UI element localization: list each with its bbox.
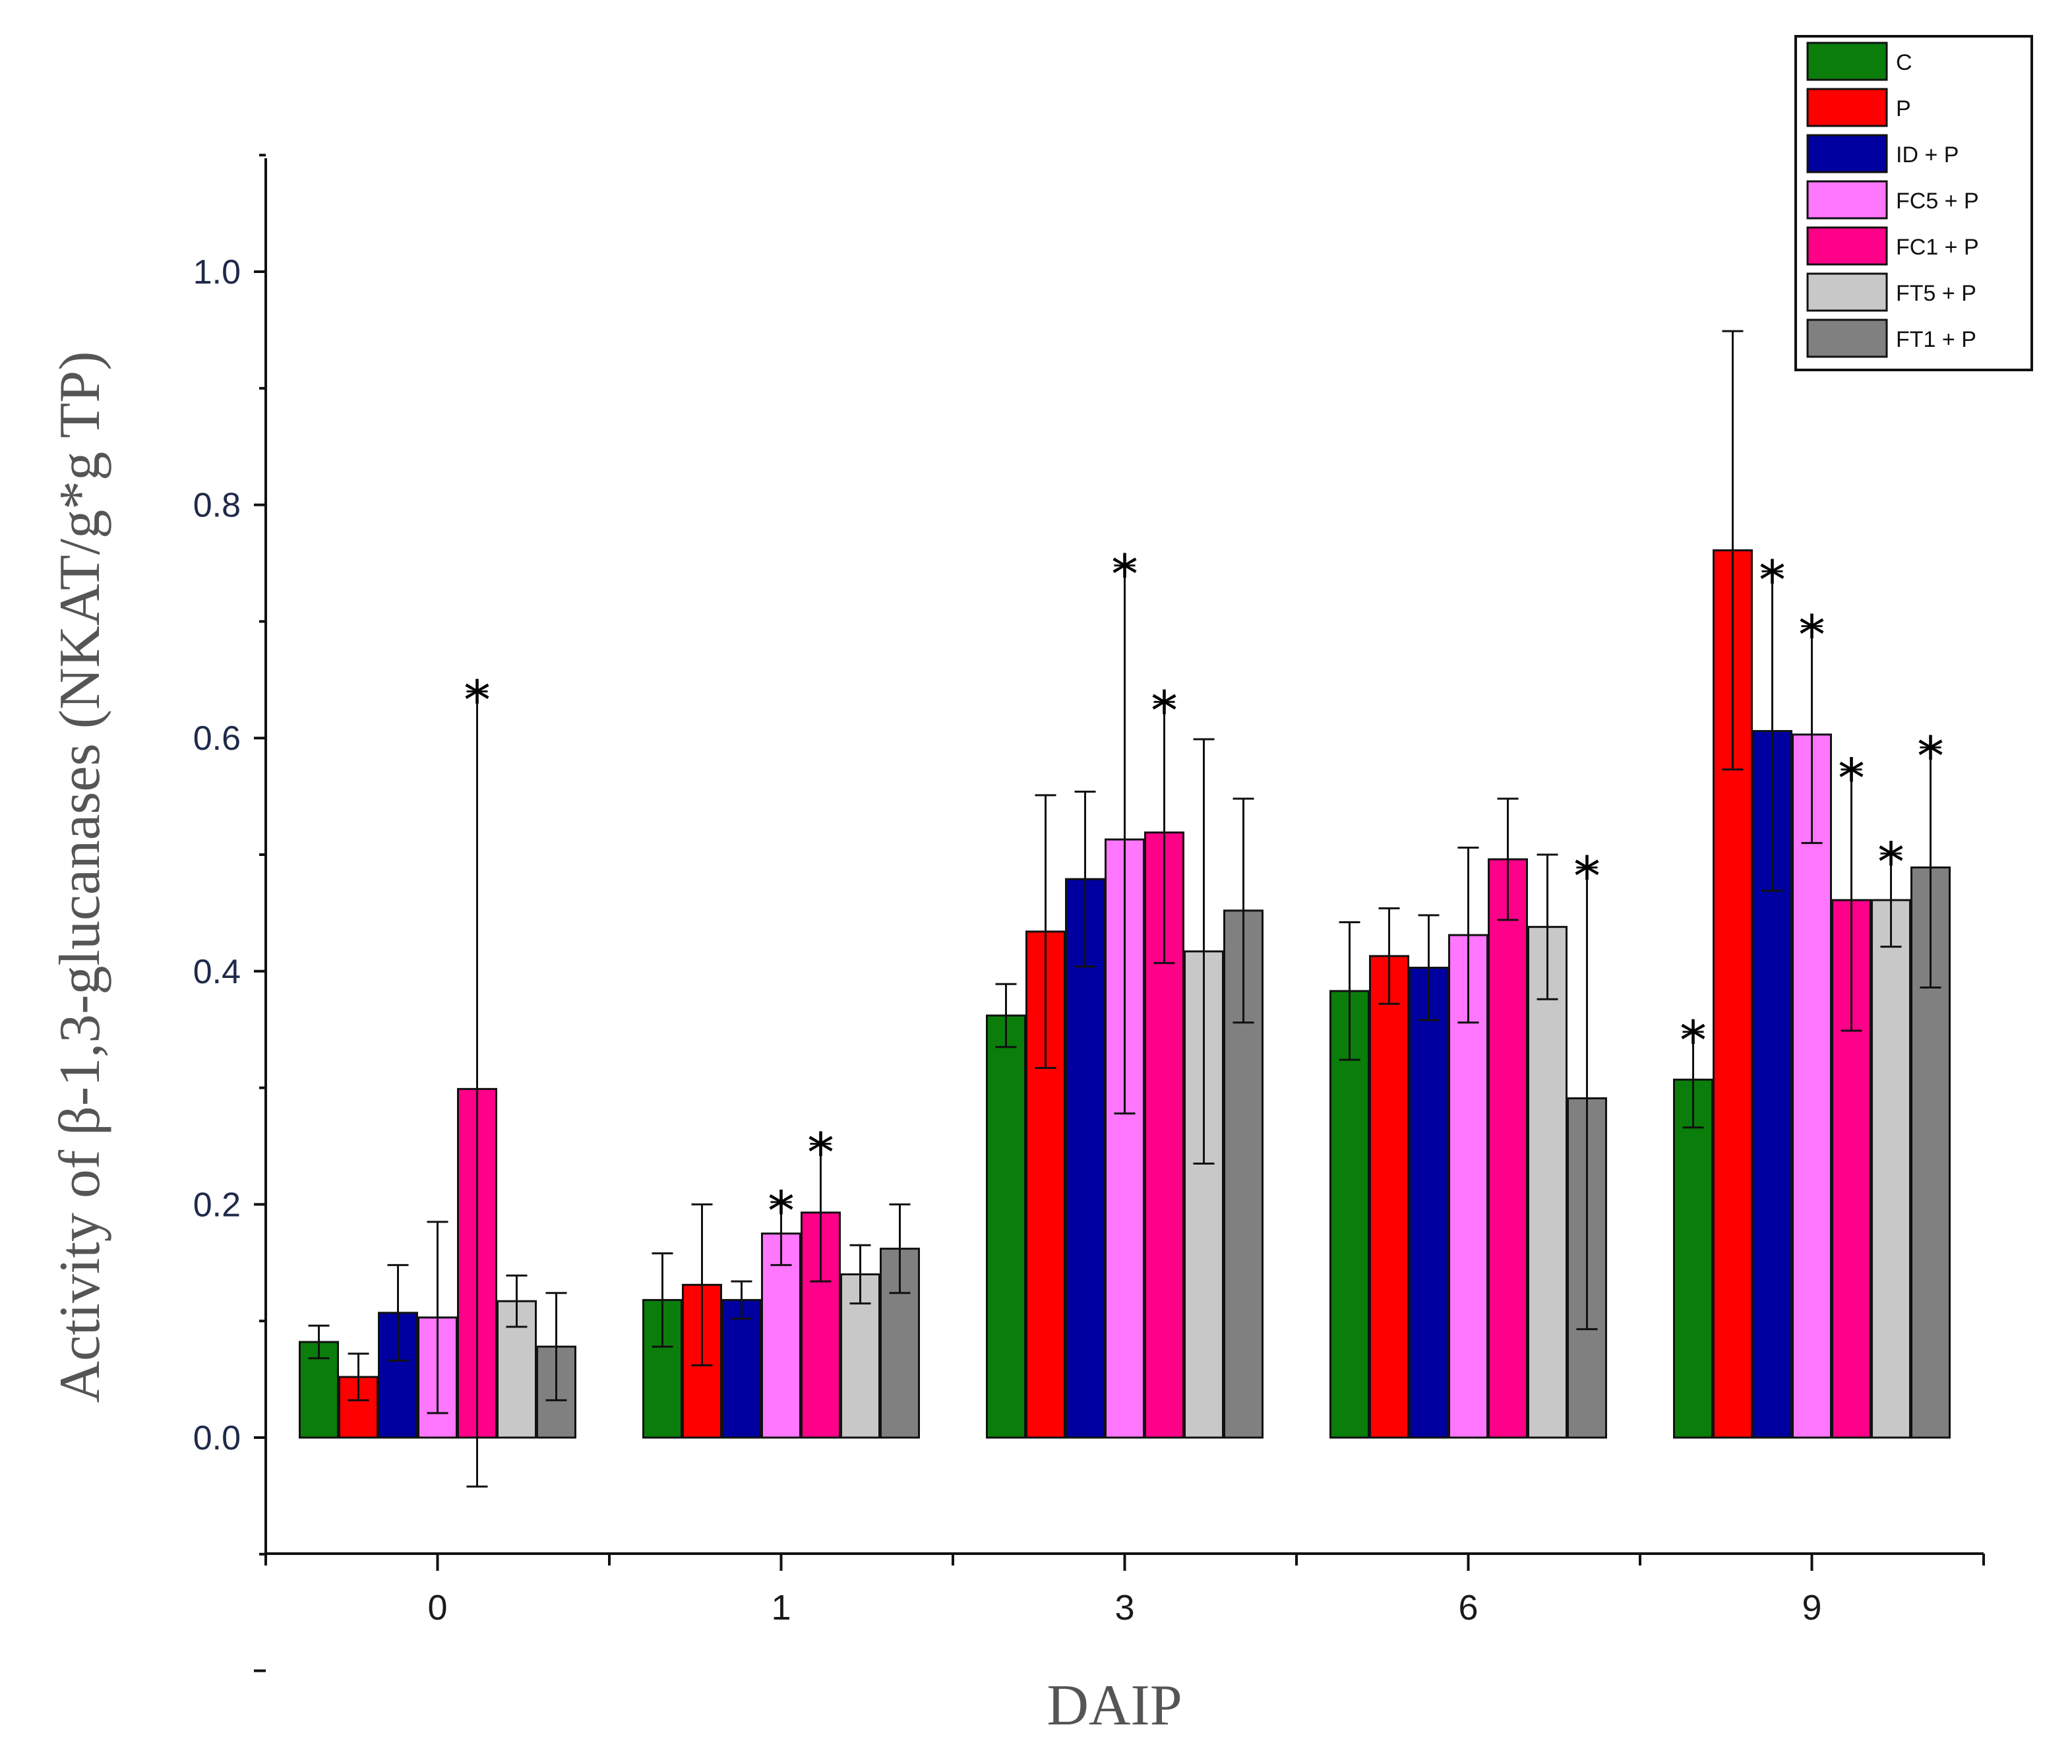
bar <box>1792 733 1832 1439</box>
significance-star: * <box>807 1122 834 1184</box>
legend: CP ID + P FC5 + P FC1 + P FT5 + P FT1 + P <box>1794 35 2033 371</box>
significance-star: * <box>1917 725 1944 788</box>
significance-star: * <box>768 1180 795 1243</box>
y-tick-label: 0.4 <box>193 953 241 991</box>
legend-swatch <box>1806 134 1888 173</box>
bar <box>986 1014 1026 1439</box>
bar <box>1527 926 1568 1439</box>
significance-star: * <box>1877 832 1904 894</box>
legend-label: ID + P <box>1896 142 1959 167</box>
y-axis-title: Activity of β-1,3-glucanases (NKAT/g*g T… <box>48 351 112 1403</box>
legend-swatch <box>1806 319 1888 358</box>
significance-star: * <box>1680 1010 1707 1073</box>
significance-star: * <box>1798 604 1825 667</box>
x-tick-label: 0 <box>427 1588 447 1627</box>
x-tick-label: 3 <box>1114 1588 1134 1627</box>
y-tick-label: 0.8 <box>193 487 241 525</box>
y-tick-label: 0.2 <box>193 1186 241 1224</box>
y-tick-label: 0.6 <box>193 719 241 758</box>
legend-label: FC1 + P <box>1896 235 1979 260</box>
y-tick-label: 0.0 <box>193 1419 241 1457</box>
legend-swatch <box>1806 88 1888 127</box>
legend-label: C <box>1896 50 1912 75</box>
bar <box>1065 878 1105 1439</box>
plot-area: ************ <box>299 330 1951 1488</box>
significance-star: * <box>1759 549 1786 612</box>
x-tick-label: 6 <box>1458 1588 1478 1627</box>
legend-swatch <box>1806 180 1888 220</box>
significance-star: * <box>1838 748 1865 810</box>
bar <box>1329 990 1370 1439</box>
x-tick-label: 9 <box>1802 1588 1821 1627</box>
significance-star: * <box>464 669 491 732</box>
bar <box>721 1298 762 1439</box>
bar <box>1488 858 1528 1439</box>
significance-star: * <box>1573 845 1600 908</box>
legend-swatch <box>1806 272 1888 312</box>
x-tick-label: 1 <box>771 1588 791 1627</box>
bar <box>1871 899 1911 1439</box>
axes: 0.0 0.2 0.4 0.6 0.8 1.0 0 1 3 6 9 <box>193 154 1985 1672</box>
significance-star: * <box>1151 680 1178 743</box>
legend-swatch <box>1806 226 1888 266</box>
legend-label: FT1 + P <box>1896 327 1976 352</box>
legend-label: P <box>1896 96 1911 121</box>
y-tick-label: 1.0 <box>193 253 241 291</box>
legend-label: FC5 + P <box>1896 189 1979 214</box>
bar <box>761 1232 801 1439</box>
bar <box>1673 1078 1713 1439</box>
bar <box>1409 966 1449 1439</box>
legend-label: FT5 + P <box>1896 281 1976 306</box>
bar <box>1369 955 1409 1439</box>
legend-swatch <box>1806 42 1888 81</box>
significance-star: * <box>1111 544 1138 607</box>
x-axis-title: DAIP <box>1047 1674 1182 1738</box>
